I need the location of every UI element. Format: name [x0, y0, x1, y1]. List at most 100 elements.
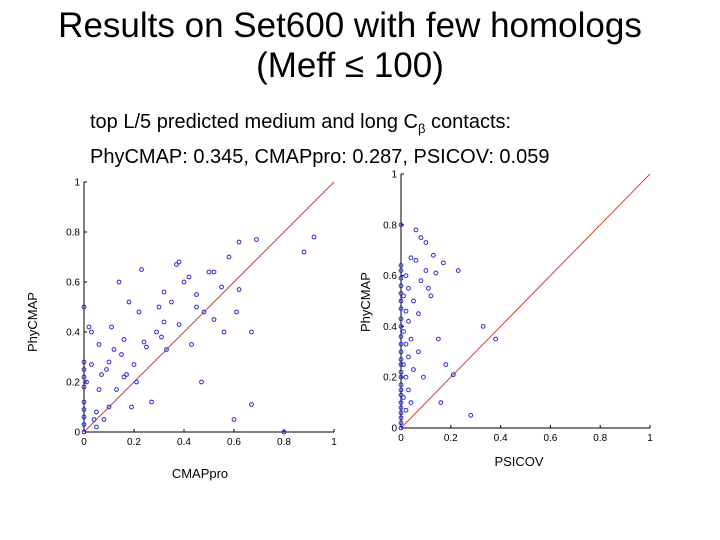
- chart1-x-axis-label: CMAPpro: [172, 466, 228, 481]
- chart2-point: [423, 268, 429, 273]
- chart2-y-axis-label: PhyCMAP: [358, 272, 373, 332]
- chart1-diagonal-line: [83, 181, 335, 433]
- chart1-point: [281, 429, 287, 435]
- chart1-point: [249, 402, 254, 407]
- chart1-x-tick-label: 0.8: [277, 437, 291, 448]
- chart2-point: [425, 285, 431, 291]
- chart2-point: [398, 410, 404, 416]
- chart2-point: [493, 336, 499, 342]
- chart1-y-tick-label: 0.8: [66, 228, 80, 239]
- chart1-point: [81, 304, 87, 310]
- chart1-point: [81, 399, 87, 405]
- chart1-point: [134, 379, 139, 385]
- chart2-y-tick-label: 0.6: [383, 271, 397, 282]
- chart1-point: [129, 404, 134, 410]
- subtitle-line-2: PhyCMAP: 0.345, CMAPpro: 0.287, PSICOV: …: [90, 146, 550, 168]
- chart1-point: [139, 267, 144, 272]
- chart2-point: [408, 336, 414, 342]
- chart2-point: [398, 362, 404, 367]
- chart2-x-tick-label: 0: [398, 433, 404, 444]
- chart2-point: [418, 235, 424, 240]
- chart2-point: [398, 382, 404, 388]
- chart1-point: [106, 404, 112, 410]
- chart1-x-tick-label: 0: [81, 437, 87, 448]
- chart2-point: [413, 227, 419, 233]
- chart1-point: [116, 279, 122, 285]
- slide-title: Results on Set600 with few homologs (Mef…: [0, 6, 700, 86]
- chart1-point: [96, 387, 102, 392]
- chart1-point: [96, 342, 102, 347]
- chart1-point: [84, 379, 89, 385]
- chart1-point: [236, 287, 242, 292]
- chart1-y-axis-label: PhyCMAP: [25, 292, 40, 352]
- chart2-point: [435, 336, 441, 342]
- chart2-point: [398, 222, 404, 228]
- chart1-point: [169, 299, 174, 305]
- chart1-point: [186, 274, 192, 280]
- chart1-point: [81, 359, 87, 365]
- chart2-point: [406, 387, 411, 393]
- chart1-point: [101, 417, 107, 422]
- chart1-point: [311, 234, 317, 240]
- chart2-point: [403, 308, 409, 314]
- chart2-point: [428, 293, 434, 299]
- chart2-point: [398, 415, 404, 421]
- chart1-point: [181, 279, 187, 285]
- subtitle-text-before: top L/5 predicted medium and long C: [90, 111, 418, 133]
- chart1-point: [141, 339, 147, 345]
- chart1-point: [91, 417, 97, 422]
- chart1-point: [219, 284, 224, 290]
- chart2-point: [416, 349, 421, 355]
- chart1-x-tick-label: 1: [331, 437, 337, 448]
- chart1-point: [211, 269, 217, 275]
- chart1-point: [176, 259, 182, 265]
- subtitle-line-1: top L/5 predicted medium and long Cβ con…: [90, 108, 710, 143]
- chart2-y-tick-label: 1: [391, 170, 397, 181]
- chart2-point: [398, 263, 404, 268]
- slide-subtitle: top L/5 predicted medium and long Cβ con…: [90, 108, 710, 171]
- chart2-point: [443, 362, 449, 367]
- chart2-point: [418, 278, 424, 284]
- chart1-point: [104, 367, 109, 372]
- chart1-point: [111, 347, 117, 352]
- chart1-point: [161, 319, 167, 325]
- chart2-point: [421, 374, 426, 380]
- chart2-y-tick-label: 0.2: [383, 373, 397, 384]
- chart1-point: [221, 329, 227, 335]
- chart1-point: [201, 309, 207, 315]
- chart2-point: [413, 257, 419, 263]
- chart2-point: [398, 334, 404, 339]
- chart2-point: [403, 341, 409, 347]
- chart2-point: [401, 293, 406, 299]
- chart2-point: [401, 329, 406, 334]
- chart1-point: [121, 337, 127, 342]
- chart1-point: [176, 322, 182, 327]
- chart1-point: [99, 372, 104, 377]
- chart1-point: [194, 292, 199, 297]
- chart2-point: [398, 387, 404, 393]
- chart2-point: [403, 407, 409, 413]
- chart2-y-tick-label: 0.4: [383, 322, 397, 333]
- chart1-point: [106, 359, 112, 365]
- chart2-point: [411, 298, 416, 304]
- chart2-point: [398, 275, 404, 281]
- chart1-x-tick-label: 0.2: [127, 437, 141, 448]
- chart1-point: [236, 239, 242, 245]
- chart1-point: [249, 329, 254, 335]
- title-line-2: (Meff ≤ 100): [256, 46, 444, 85]
- chart2-point: [438, 400, 444, 406]
- chart1-point: [144, 344, 149, 350]
- chart2-point: [416, 311, 421, 317]
- chart2-point: [401, 395, 406, 400]
- chart2-point: [398, 374, 404, 380]
- chart1-point: [149, 399, 154, 405]
- chart1-point: [81, 374, 87, 380]
- chart2-point: [398, 306, 404, 312]
- chart2-point: [398, 349, 404, 355]
- chart2-point: [403, 374, 409, 380]
- chart2-point: [398, 283, 404, 289]
- chart1-point: [301, 249, 307, 255]
- chart1-point: [231, 417, 237, 422]
- chart2-point: [411, 367, 416, 372]
